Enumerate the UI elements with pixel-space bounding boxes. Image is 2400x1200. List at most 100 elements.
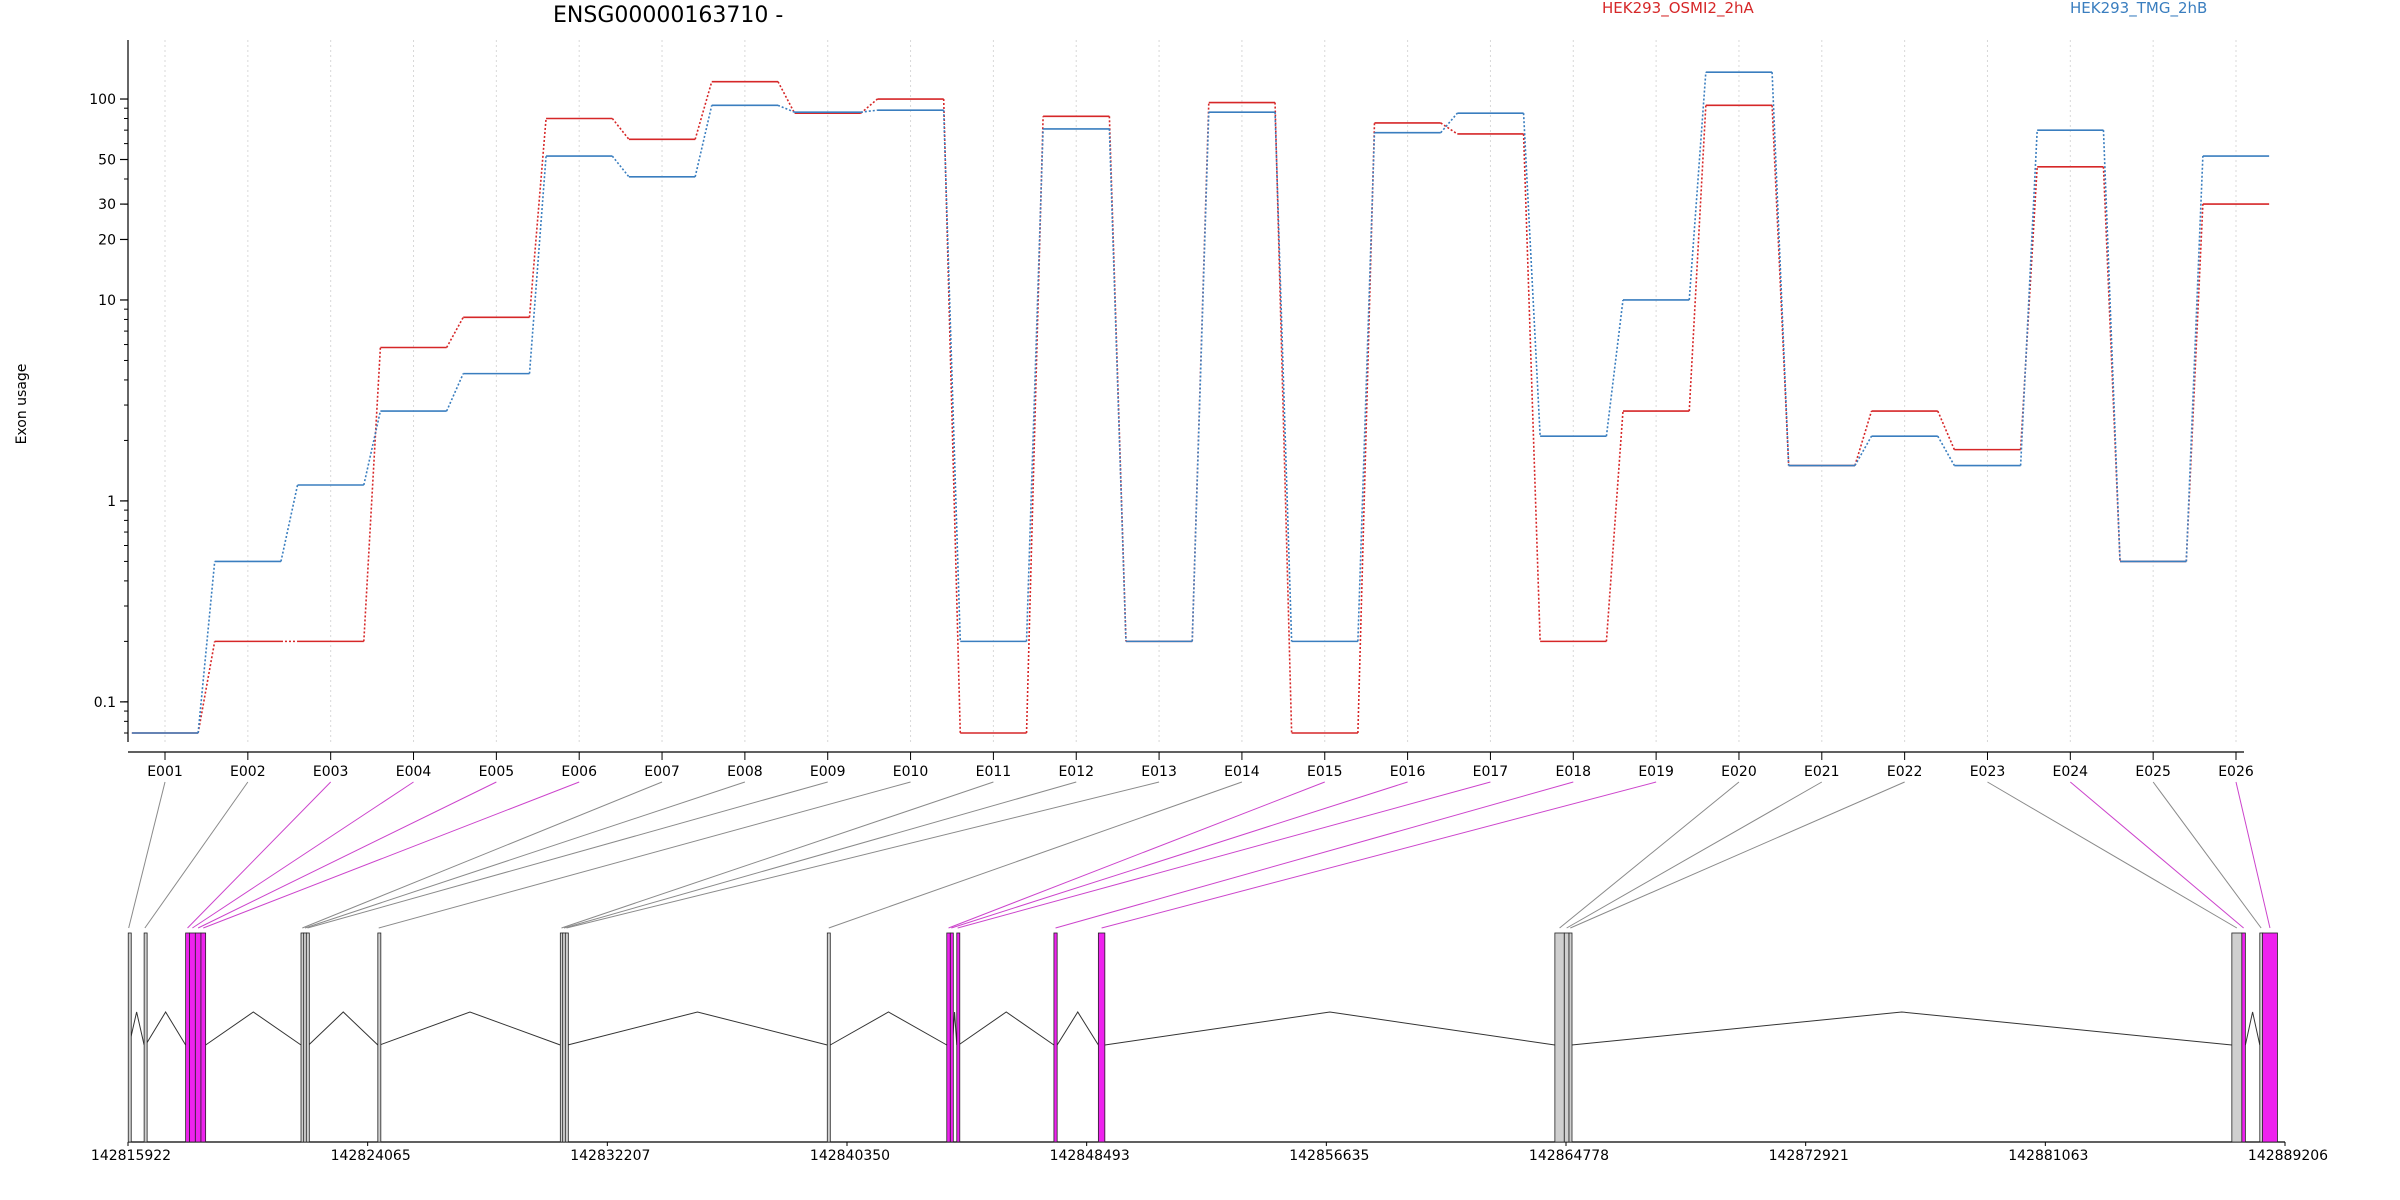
connector-e014 (828, 781, 1243, 929)
series-connector (1025, 116, 1044, 734)
x-tick-label-e008: E008 (727, 764, 763, 780)
connector-e023 (1987, 781, 2238, 929)
series-connector (860, 109, 878, 113)
connector-e025 (2152, 781, 2262, 929)
x-tick-label-e010: E010 (893, 764, 929, 780)
x-tick-label-e005: E005 (479, 764, 515, 780)
genomic-coordinate-label: 142872921 (1769, 1148, 1849, 1164)
y-tick-label: 1 (107, 494, 116, 510)
exon-box-e018 (1053, 932, 1058, 1143)
series-connector (528, 118, 547, 318)
y-tick-label: 30 (98, 197, 116, 213)
series-connector (1191, 112, 1210, 642)
connector-e005 (197, 781, 497, 929)
series-connector (1937, 435, 1956, 466)
intron-line (1104, 1011, 1555, 1046)
x-tick-label-e022: E022 (1887, 764, 1923, 780)
exon-box-e001 (127, 932, 132, 1143)
x-tick-label-e014: E014 (1224, 764, 1260, 780)
connector-e012 (563, 781, 1077, 929)
exon-box-e005 (194, 932, 202, 1143)
x-tick-label-e021: E021 (1804, 764, 1840, 780)
x-tick-label-e018: E018 (1555, 764, 1591, 780)
exon-box-e016 (949, 932, 954, 1143)
gene-model: 142815922 142824065 142832207 142840350 1428… (91, 932, 2328, 1164)
series-connector (1522, 113, 1541, 437)
x-tick-label-e013: E013 (1141, 764, 1177, 780)
series-connector (1771, 72, 1790, 466)
x-tick-label-e009: E009 (810, 764, 846, 780)
series-connector (1937, 410, 1956, 450)
connector-e024 (2069, 781, 2244, 929)
exon-box-e019 (1097, 932, 1106, 1143)
connector-e002 (144, 781, 249, 929)
genomic-coordinate-label: 142832207 (570, 1148, 650, 1164)
series-connector (694, 81, 713, 140)
series-connector (1440, 122, 1458, 135)
series-connector (611, 155, 630, 178)
series-connector (2102, 130, 2121, 562)
series-connector (777, 81, 796, 114)
exon-box-e009 (305, 932, 310, 1143)
connector-e017 (957, 781, 1491, 929)
series-connector (694, 105, 713, 178)
exon-box-e010 (377, 932, 382, 1143)
intron-line (567, 1011, 828, 1046)
x-tick-label-e007: E007 (644, 764, 680, 780)
exon-box-e006 (200, 932, 207, 1143)
x-tick-label-e024: E024 (2053, 764, 2089, 780)
connector-e018 (1055, 781, 1574, 929)
intron-line (205, 1011, 302, 1046)
y-tick-label: 20 (98, 232, 116, 248)
intron-line (308, 1011, 379, 1046)
series-connector (363, 410, 382, 486)
genomic-coordinate-label: 142815922 (91, 1148, 171, 1164)
genomic-coordinate-label: 142824065 (331, 1148, 411, 1164)
connector-e006 (203, 781, 580, 929)
x-tick-label-e002: E002 (230, 764, 266, 780)
x-tick-label-e016: E016 (1390, 764, 1426, 780)
series-1 (131, 80, 2270, 734)
exon-box-e021 (1563, 932, 1570, 1143)
series-connector (197, 561, 216, 734)
connector-e010 (378, 781, 911, 929)
series-connector (777, 104, 795, 113)
series-connector (363, 347, 382, 642)
x-tick-label-e023: E023 (1970, 764, 2006, 780)
x-tick-label-e001: E001 (147, 764, 183, 780)
connector-e021 (1566, 781, 1823, 929)
grid-lines (164, 40, 2237, 742)
series-connector (197, 641, 216, 734)
connector-e011 (561, 781, 994, 929)
series-connector (942, 110, 962, 642)
connector-e015 (948, 781, 1325, 929)
exon-box-e014 (826, 932, 831, 1143)
series-connector (1440, 112, 1458, 134)
exon-box-e003 (185, 932, 190, 1143)
intron-line (1571, 1011, 2232, 1046)
x-tick-label-e004: E004 (396, 764, 432, 780)
series-connector (1357, 132, 1376, 642)
genomic-coordinate-label: 142848493 (1050, 1148, 1130, 1164)
connector-e009 (307, 781, 828, 929)
connector-e004 (192, 781, 414, 929)
series-connector (611, 117, 630, 140)
y-tick-label: 10 (98, 293, 116, 309)
exon-box-e013 (564, 932, 569, 1143)
exon-box-e015 (946, 932, 951, 1143)
series-connector (1357, 122, 1376, 734)
genomic-coordinate-label: 142840350 (810, 1148, 890, 1164)
exon-box-e026 (2262, 932, 2278, 1143)
series-connector (1854, 410, 1873, 466)
series-connector (528, 156, 547, 374)
exon-box-e002 (143, 932, 148, 1143)
exon-box-e004 (189, 932, 196, 1143)
exon-box-e024 (2241, 932, 2246, 1143)
series-connector (1108, 128, 1127, 642)
series-connector (445, 316, 464, 348)
connector-e001 (128, 781, 166, 929)
exon-connector-lines (128, 781, 2271, 929)
exon-box-e017 (956, 932, 961, 1143)
x-tick-label-e026: E026 (2218, 764, 2254, 780)
